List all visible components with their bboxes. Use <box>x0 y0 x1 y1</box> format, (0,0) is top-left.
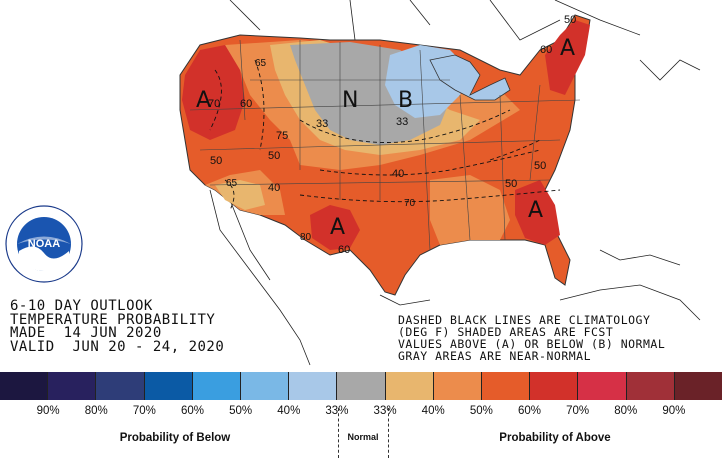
zone-60-northeast <box>545 20 590 95</box>
legend-percent-label: 90% <box>36 405 60 417</box>
zone-60-southeast <box>515 180 560 245</box>
legend-swatch <box>530 372 579 400</box>
great-lakes <box>429 54 511 101</box>
contour-label: 60 <box>540 44 553 56</box>
contour-label: 60 <box>338 244 351 256</box>
contour-label: 50 <box>505 178 518 190</box>
outlook-line-1: 6-10 DAY OUTLOOK <box>10 298 153 314</box>
legend-swatch <box>96 372 145 400</box>
legend-percent-label: 80% <box>84 405 108 417</box>
legend-swatch <box>578 372 627 400</box>
legend-percent-label: 33% <box>373 405 397 417</box>
normal-label: Normal <box>347 432 379 442</box>
legend-note-line-1: DASHED BLACK LINES ARE CLIMATOLOGY <box>398 313 651 327</box>
outlook-line-3: MADE 14 JUN 2020 <box>10 325 162 341</box>
marker-above-texas: A <box>330 215 346 240</box>
outlook-map: A A A A B N 70 60 50 40 33 33 40 50 50 6… <box>5 0 701 366</box>
legend-swatch <box>289 372 338 400</box>
marker-above-southeast: A <box>528 198 544 223</box>
contour-label: 50 <box>210 155 223 167</box>
legend-percent-label: 50% <box>469 405 493 417</box>
state-lines <box>189 39 581 251</box>
contour-label: 40 <box>392 168 405 180</box>
border-lines <box>209 0 701 366</box>
legend-swatch <box>48 372 97 400</box>
zone-33-sw <box>215 180 265 210</box>
contour-label: 33 <box>316 118 329 130</box>
contour-label: 50 <box>268 150 281 162</box>
legend-percent-label: 40% <box>421 405 445 417</box>
legend-percent-label: 40% <box>277 405 301 417</box>
legend-swatch <box>385 372 434 400</box>
probability-legend-bar <box>0 372 722 400</box>
contour-label: 70 <box>208 98 221 110</box>
zone-60-west <box>182 45 245 140</box>
legend-note: DASHED BLACK LINES ARE CLIMATOLOGY (DEG F… <box>398 314 665 362</box>
contour-label: 33 <box>396 116 409 128</box>
us-map-svg <box>179 0 701 366</box>
legend-percent-label: 70% <box>132 405 156 417</box>
contour-label: 65 <box>255 58 267 69</box>
outlook-line-2: TEMPERATURE PROBABILITY <box>10 311 216 328</box>
marker-normal: N <box>342 88 359 113</box>
legend-swatch <box>674 372 722 400</box>
legend-percent-label: 70% <box>566 405 590 417</box>
normal-divider-left <box>338 408 339 458</box>
legend-percent-label: 80% <box>614 405 638 417</box>
marker-below: B <box>398 88 414 113</box>
marker-above-west: A <box>196 88 212 113</box>
contour-label: 60 <box>240 98 253 110</box>
zone-60-texas <box>310 205 360 250</box>
contour-label: 70 <box>404 198 416 209</box>
probability-above-label: Probability of Above <box>499 432 611 444</box>
contour-label: 65 <box>226 178 238 189</box>
legend-swatch <box>144 372 193 400</box>
legend-percent-label: 60% <box>517 405 541 417</box>
legend-swatch <box>433 372 483 400</box>
outlook-line-4: VALID JUN 20 - 24, 2020 <box>10 338 225 355</box>
marker-above-northeast: A <box>560 36 576 61</box>
legend-note-line-3: VALUES ABOVE (A) OR BELOW (B) NORMAL <box>398 337 666 351</box>
probability-legend-labels: 90% 80% 70% 60% 50% 40% 33% 33% 40% 50% 60% 70% 80% 9… <box>0 405 722 421</box>
legend-percent-label: 33% <box>325 405 349 417</box>
noaa-logo: NOAA <box>5 205 83 283</box>
legend-swatch <box>337 372 386 400</box>
legend-swatch <box>0 372 49 400</box>
probability-below-label: Probability of Below <box>119 432 231 444</box>
zone-40-southeast <box>430 175 510 245</box>
contour-label: 40 <box>268 182 281 194</box>
contour-label: 80 <box>300 232 312 243</box>
legend-swatch <box>482 372 531 400</box>
outlook-title-block: 6-10 DAY OUTLOOK TEMPERATURE PROBABILITY M… <box>10 298 225 355</box>
legend-percent-label: 50% <box>229 405 253 417</box>
climatology-contours <box>209 59 561 211</box>
legend-swatch <box>626 372 675 400</box>
legend-percent-label: 90% <box>662 405 686 417</box>
contour-label: 50 <box>564 14 577 26</box>
contour-label: 75 <box>276 130 289 142</box>
normal-divider-right <box>388 408 389 458</box>
contour-label: 50 <box>534 160 547 172</box>
legend-percent-label: 60% <box>181 405 205 417</box>
noaa-logo-text: NOAA <box>28 238 60 250</box>
legend-note-line-2: (DEG F) SHADED AREAS ARE FCST <box>398 325 614 339</box>
legend-swatch <box>192 372 242 400</box>
legend-note-line-4: GRAY AREAS ARE NEAR-NORMAL <box>398 349 592 363</box>
legend-swatch <box>241 372 290 400</box>
